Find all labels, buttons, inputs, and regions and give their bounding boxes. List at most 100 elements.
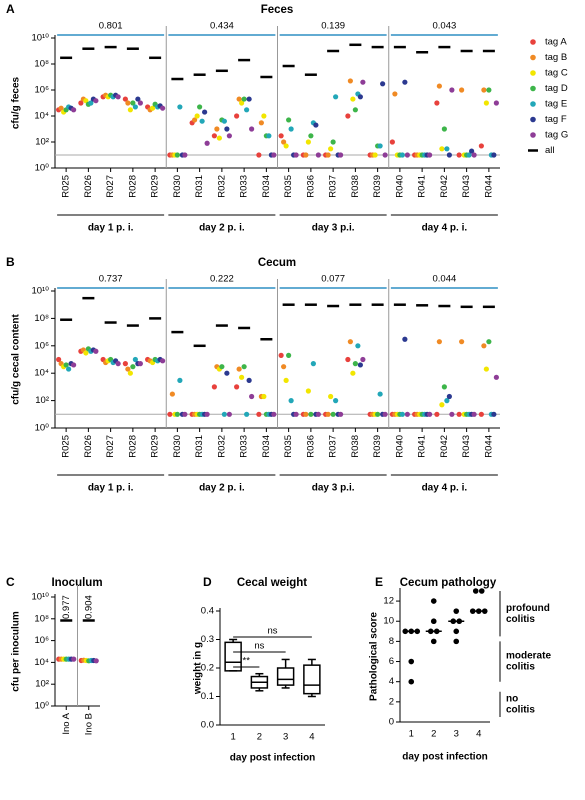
tag-dot: [137, 100, 143, 106]
bracket-label: moderate: [506, 651, 551, 662]
panel-title: Cecum pathology: [400, 577, 497, 589]
tag-dot: [350, 96, 356, 102]
x-tick-label: Ino A: [61, 712, 72, 734]
y-tick-label: 10⁴: [34, 111, 49, 122]
tag-dot: [293, 152, 299, 158]
y-tick-label: 10⁶: [35, 340, 50, 351]
tag-dot: [281, 139, 287, 145]
y-tick-label: 2: [389, 696, 394, 707]
tag-dot: [493, 100, 499, 106]
tag-dot: [127, 370, 133, 376]
tag-dot: [122, 96, 128, 102]
p-value: 0.737: [99, 274, 123, 285]
significance: ns: [267, 626, 277, 637]
bracket-label: colitis: [506, 662, 535, 673]
significance: ns: [254, 641, 264, 652]
tag-dot: [303, 411, 309, 417]
group-label: day 1 p. i.: [88, 483, 134, 494]
tag-dot: [241, 96, 247, 102]
y-tick-label: 10⁶: [35, 85, 50, 96]
tag-dot: [271, 152, 277, 158]
y-axis-label: Pathological score: [369, 612, 380, 701]
tag-dot: [192, 117, 198, 123]
x-tick-label: R026: [83, 435, 94, 458]
x-tick-label: R035: [283, 435, 294, 458]
x-tick-label: R038: [350, 175, 361, 198]
tag-dot: [478, 143, 484, 149]
tag-dot: [278, 352, 284, 358]
tag-dot: [352, 107, 358, 113]
tag-dot: [345, 356, 351, 363]
group-label: day 1 p. i.: [88, 223, 134, 234]
tag-dot: [441, 384, 447, 390]
x-tick-label: R043: [461, 435, 472, 458]
x-tick-label: R037: [328, 175, 339, 198]
x-tick-label: 1: [230, 732, 235, 743]
tag-dot: [125, 100, 131, 106]
tag-dot: [234, 384, 240, 390]
tag-dot: [360, 79, 366, 85]
legend-marker: [530, 101, 536, 107]
tag-dot: [347, 78, 353, 84]
tag-dot: [436, 83, 442, 89]
tag-dot: [305, 388, 311, 394]
tag-dot: [93, 98, 99, 104]
p-value: 0.043: [432, 21, 456, 32]
x-tick-label: R029: [150, 175, 161, 198]
tag-dot: [174, 411, 180, 417]
x-tick-label: R030: [172, 435, 183, 458]
tag-dot: [449, 87, 455, 93]
tag-dot: [377, 143, 383, 149]
x-tick-label: R027: [105, 435, 116, 458]
tag-dot: [66, 366, 72, 372]
tag-dot: [338, 152, 344, 158]
tag-dot: [71, 362, 77, 368]
x-tick-label: R044: [483, 175, 494, 198]
score-dot: [478, 588, 485, 594]
tag-dot: [224, 126, 230, 132]
tag-dot: [83, 350, 89, 356]
tag-dot: [328, 393, 334, 400]
y-tick-label: 8: [389, 636, 394, 647]
tag-dot: [330, 139, 336, 145]
tag-dot: [333, 398, 339, 404]
tag-dot: [471, 411, 477, 417]
x-tick-label: R027: [105, 175, 116, 198]
y-tick-label: 10⁴: [34, 368, 49, 379]
tag-dot: [78, 100, 84, 106]
x-tick-label: R032: [216, 435, 227, 458]
score-dot: [430, 598, 437, 604]
y-axis-label: cfu per inoculum: [11, 611, 22, 692]
tag-dot: [355, 343, 361, 349]
panel-title: Feces: [261, 4, 294, 16]
p-value: 0.904: [83, 595, 94, 619]
x-tick-label: R043: [461, 175, 472, 198]
tag-dot: [357, 94, 363, 100]
tag-dot: [375, 411, 381, 417]
tag-dot: [305, 139, 311, 145]
tag-dot: [439, 402, 445, 408]
tag-dot: [216, 135, 222, 141]
tag-dot: [345, 113, 351, 119]
x-tick-label: R032: [216, 175, 227, 198]
x-tick-label: R033: [239, 435, 250, 458]
legend-label: tag B: [545, 52, 567, 63]
tag-dot: [160, 105, 166, 111]
panel-title: Cecum: [258, 257, 296, 269]
x-tick-label: R036: [305, 435, 316, 458]
tag-dot: [315, 411, 321, 417]
x-tick-label: Ino B: [83, 713, 94, 735]
tag-dot: [380, 81, 386, 87]
y-tick-label: 10²: [35, 679, 49, 690]
x-tick-label: 1: [409, 729, 414, 740]
tag-dot: [130, 364, 136, 370]
tag-dot: [483, 366, 489, 372]
group-label: day 3 p.i.: [312, 483, 355, 494]
x-tick-label: R033: [239, 175, 250, 198]
x-tick-label: R042: [439, 435, 450, 458]
tag-dot: [239, 374, 245, 380]
tag-dot: [226, 411, 232, 417]
y-tick-label: 10²: [35, 137, 49, 148]
legend-label: all: [545, 145, 555, 156]
tag-dot: [266, 133, 272, 139]
